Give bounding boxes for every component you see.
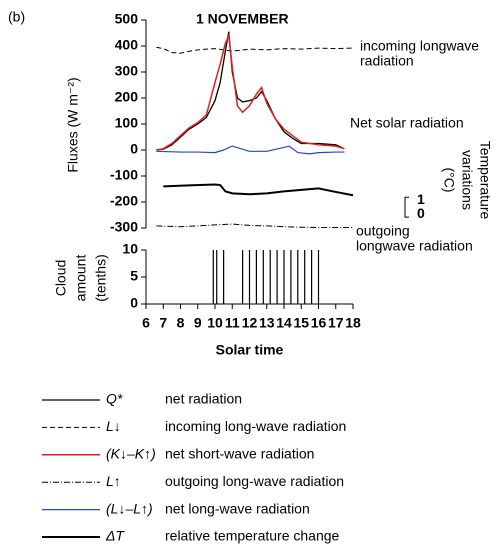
legend-symbol: L↑: [106, 473, 121, 489]
y2-axis-label: variations: [459, 150, 475, 210]
legend-symbol: (L↓–L↑): [106, 500, 153, 516]
legend-description: outgoing long-wave radiation: [165, 473, 344, 489]
legend-description: net radiation: [165, 391, 242, 407]
legend-description: net short-wave radiation: [165, 446, 314, 462]
y2-tick-label: 0: [417, 205, 425, 221]
annotation: incoming longwave: [360, 38, 479, 54]
x-tick-label: 12: [242, 315, 258, 331]
series-line: [163, 183, 354, 197]
series-line: [156, 145, 345, 155]
legend-symbol: ΔT: [105, 528, 125, 544]
x-tick-label: 18: [345, 315, 361, 331]
y-tick-label: 100: [115, 115, 139, 131]
y-tick-label: 10: [122, 241, 138, 257]
x-tick-label: 14: [276, 315, 292, 331]
y-axis-label: amount: [73, 255, 89, 302]
y-tick-label: -200: [110, 193, 138, 209]
y-tick-label: -300: [110, 219, 138, 235]
y2-axis-label: (°C): [441, 167, 457, 192]
y-tick-label: 0: [130, 295, 138, 311]
legend-description: net long-wave radiation: [165, 500, 310, 516]
x-tick-label: 13: [259, 315, 275, 331]
y-tick-label: 200: [115, 89, 139, 105]
y2-tick-label: 1: [417, 191, 425, 207]
y-axis-label: Fluxes (W m⁻²): [65, 77, 81, 172]
y-tick-label: 500: [115, 11, 139, 27]
legend-description: relative temperature change: [165, 528, 340, 544]
annotation: longwave radiation: [356, 238, 473, 254]
y-tick-label: 5: [130, 268, 138, 284]
x-tick-label: 6: [142, 315, 150, 331]
annotation: Net solar radiation: [350, 115, 464, 131]
y-tick-label: 300: [115, 63, 139, 79]
legend-description: incoming long-wave radiation: [165, 418, 346, 434]
series-line: [156, 32, 345, 151]
x-tick-label: 17: [328, 315, 344, 331]
y-axis-label: (tenths): [93, 254, 109, 301]
x-tick-label: 9: [194, 315, 202, 331]
x-tick-label: 8: [177, 315, 185, 331]
panel-label: (b): [8, 9, 25, 25]
annotation: radiation: [360, 53, 414, 69]
series-line: [156, 31, 345, 151]
annotation: outgoing: [356, 223, 410, 239]
x-axis-label: Solar time: [216, 342, 284, 358]
y-tick-label: -100: [110, 167, 138, 183]
series-line: [156, 223, 353, 228]
legend-symbol: Q*: [106, 391, 123, 407]
chart-title: 1 NOVEMBER: [196, 11, 289, 27]
x-tick-label: 16: [311, 315, 327, 331]
x-tick-label: 15: [293, 315, 309, 331]
y-tick-label: 400: [115, 37, 139, 53]
y2-scale-bar: [404, 196, 409, 218]
x-tick-label: 7: [159, 315, 167, 331]
x-tick-label: 10: [207, 315, 223, 331]
x-tick-label: 11: [225, 315, 240, 331]
y2-axis-label: Temperature: [477, 141, 493, 220]
series-line: [156, 46, 354, 54]
legend-symbol: L↓: [106, 418, 121, 434]
y-tick-label: 0: [130, 141, 138, 157]
legend-symbol: (K↓–K↑): [106, 446, 156, 462]
y-axis-label: Cloud: [53, 260, 69, 297]
